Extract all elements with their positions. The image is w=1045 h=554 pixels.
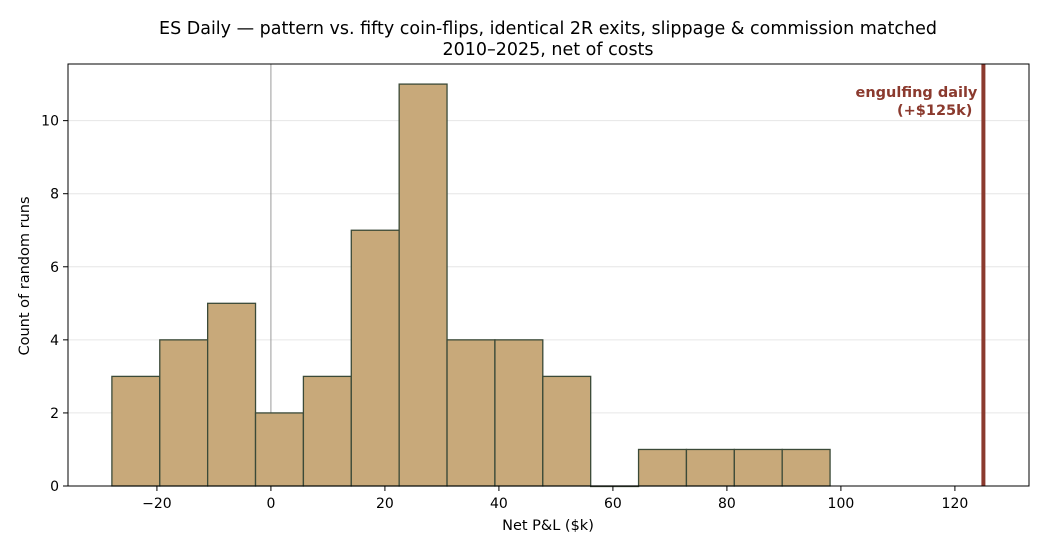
x-tick-label: 0 <box>266 496 275 512</box>
x-axis-label: Net P&L ($k) <box>502 518 594 534</box>
chart-title: ES Daily — pattern vs. fifty coin-flips,… <box>159 19 937 39</box>
histogram-bar-5 <box>350 229 400 487</box>
histogram-bar-3 <box>254 412 305 487</box>
chart-subtitle: 2010–2025, net of costs <box>442 40 653 60</box>
marker-value-label: (+$125k) <box>897 103 972 119</box>
y-tick-label: 8 <box>50 187 59 203</box>
histogram-bar-11 <box>637 448 688 487</box>
histogram-bar-6 <box>398 83 448 487</box>
x-tick-label: 40 <box>490 496 508 512</box>
histogram-bar-12 <box>685 448 735 487</box>
y-tick-label: 4 <box>50 333 59 349</box>
marker-layer: engulfing daily (+$125k) <box>856 64 986 486</box>
histogram-bar-14 <box>781 448 831 487</box>
x-tick-label: 20 <box>376 496 394 512</box>
histogram-bar-9 <box>542 375 592 487</box>
histogram-bar-13 <box>733 448 783 487</box>
y-tick-label: 6 <box>50 260 59 276</box>
x-tick-label: −20 <box>142 496 172 512</box>
x-tick-label: 100 <box>828 496 855 512</box>
y-axis-ticks: 0 2 4 6 8 10 <box>41 114 68 495</box>
y-axis-label: Count of random runs <box>17 197 33 356</box>
histogram-bar-8 <box>494 339 544 487</box>
histogram-bar-7 <box>446 339 496 487</box>
histogram-bar-4 <box>302 375 352 487</box>
y-tick-label: 2 <box>50 406 59 422</box>
histogram-bar-2 <box>206 302 257 487</box>
histogram-bar-1 <box>159 339 209 487</box>
x-tick-label: 120 <box>942 496 969 512</box>
x-tick-label: 80 <box>718 496 736 512</box>
x-tick-label: 60 <box>604 496 622 512</box>
plot-frame <box>67 63 1030 487</box>
bars-layer <box>111 83 831 488</box>
marker-label: engulfing daily <box>856 85 978 101</box>
x-axis-ticks: −20 0 20 40 60 80 100 120 <box>142 486 968 512</box>
histogram-bar-0 <box>111 375 161 487</box>
y-tick-label: 10 <box>41 114 59 130</box>
y-tick-label: 0 <box>50 479 59 495</box>
